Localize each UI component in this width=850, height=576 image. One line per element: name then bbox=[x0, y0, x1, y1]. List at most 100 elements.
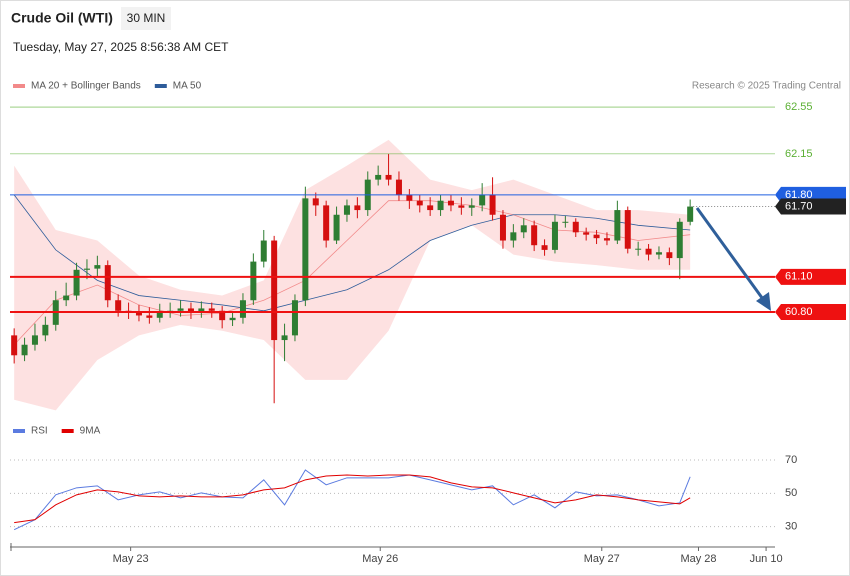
candle-body bbox=[156, 311, 163, 318]
legend-label: MA 50 bbox=[173, 81, 202, 92]
ma-line bbox=[13, 194, 691, 312]
candle-body bbox=[323, 205, 330, 241]
x-tick-label: May 27 bbox=[584, 553, 620, 565]
level-label: 60.80 bbox=[785, 306, 813, 318]
candle-body bbox=[208, 308, 215, 311]
level-label: 61.10 bbox=[785, 271, 813, 283]
candle-body bbox=[333, 214, 340, 241]
candle-body bbox=[21, 344, 28, 356]
candle-body bbox=[635, 248, 642, 250]
candle-body bbox=[146, 315, 153, 318]
bollinger-band bbox=[14, 139, 691, 411]
level-tag bbox=[775, 198, 846, 215]
candle-body bbox=[11, 335, 18, 356]
candle-body bbox=[583, 232, 590, 235]
level-tag bbox=[775, 303, 846, 320]
legend-label: MA 20 + Bollinger Bands bbox=[31, 81, 141, 92]
forecast-arrow-head bbox=[756, 292, 771, 311]
plot: MA 20 + Bollinger Bands MA 50 62.55 62.15 61… bbox=[10, 81, 846, 565]
level-label: 62.15 bbox=[785, 148, 813, 160]
y-tick-label: 30 bbox=[785, 521, 797, 533]
candle-body bbox=[177, 308, 184, 311]
candle-body bbox=[614, 210, 621, 241]
source: Research © 2025 Trading Central bbox=[692, 81, 841, 92]
candle-body bbox=[437, 200, 444, 211]
candle-body bbox=[551, 221, 558, 250]
candle-body bbox=[42, 324, 49, 336]
candle-body bbox=[281, 335, 288, 341]
candle-body bbox=[562, 221, 569, 223]
candle-body bbox=[260, 240, 267, 262]
candle-body bbox=[447, 200, 454, 206]
candle-body bbox=[603, 238, 610, 241]
candle-body bbox=[312, 198, 319, 206]
forecast-arrow bbox=[695, 207, 767, 303]
x-tick-label: May 23 bbox=[113, 553, 149, 565]
candle-body bbox=[666, 252, 673, 259]
candle-body bbox=[187, 308, 194, 312]
candle-body bbox=[645, 248, 652, 255]
x-tick-label: Jun 10 bbox=[750, 553, 783, 565]
candle-body bbox=[406, 194, 413, 201]
candle-body bbox=[593, 234, 600, 239]
candle-body bbox=[531, 225, 538, 246]
candle-body bbox=[687, 206, 694, 222]
rsi-line bbox=[14, 474, 691, 524]
candle-body bbox=[385, 174, 392, 180]
candle-body bbox=[31, 335, 38, 345]
legend-swatch bbox=[61, 429, 74, 433]
candle-body bbox=[104, 265, 111, 301]
candle-body bbox=[135, 311, 142, 316]
candle-body bbox=[63, 295, 70, 301]
candle-body bbox=[427, 205, 434, 211]
candle-body bbox=[375, 174, 382, 180]
legend-swatch bbox=[154, 84, 167, 88]
candle-body bbox=[94, 265, 101, 269]
candle-body bbox=[395, 179, 402, 195]
candle-body bbox=[229, 317, 236, 321]
y-tick-label: 50 bbox=[785, 487, 797, 499]
x-tick-label: May 28 bbox=[680, 553, 716, 565]
candle-body bbox=[291, 300, 298, 336]
candle-body bbox=[115, 300, 122, 311]
candle-body bbox=[354, 205, 361, 211]
legend-label: RSI bbox=[31, 426, 48, 437]
candle-body bbox=[83, 268, 90, 270]
candle-body bbox=[468, 205, 475, 208]
candle-body bbox=[239, 300, 246, 318]
interval-box bbox=[121, 7, 171, 30]
chart-title: Crude Oil (WTI) bbox=[11, 10, 113, 26]
candle-body bbox=[302, 198, 309, 301]
candle-body bbox=[198, 308, 205, 312]
candle-body bbox=[655, 252, 662, 255]
legend-swatch bbox=[13, 429, 25, 433]
candle-body bbox=[416, 200, 423, 206]
subtitle: Tuesday, May 27, 2025 8:56:38 AM CET bbox=[13, 40, 229, 54]
candle-body bbox=[510, 232, 517, 241]
candle-body bbox=[250, 261, 257, 301]
x-tick-label: May 26 bbox=[362, 553, 398, 565]
candle-body bbox=[458, 205, 465, 208]
candle-body bbox=[73, 269, 80, 296]
candle-body bbox=[343, 205, 350, 215]
candle-body bbox=[489, 194, 496, 215]
candle-body bbox=[219, 310, 226, 321]
level-tag bbox=[775, 268, 846, 285]
level-label: 62.55 bbox=[785, 101, 813, 113]
candle-body bbox=[271, 240, 278, 341]
interval: 30 MIN bbox=[127, 11, 166, 25]
candle-body bbox=[676, 221, 683, 259]
legend-swatch bbox=[13, 84, 25, 88]
level-label: 61.70 bbox=[785, 200, 813, 212]
candle-body bbox=[541, 245, 548, 250]
rsi-line bbox=[13, 469, 691, 531]
legend-label: 9MA bbox=[80, 426, 101, 437]
ma-line bbox=[13, 200, 691, 346]
candle-body bbox=[572, 221, 579, 233]
y-tick-label: 70 bbox=[785, 454, 797, 466]
candle-body bbox=[520, 225, 527, 233]
candle-body bbox=[499, 214, 506, 241]
level-label: 61.80 bbox=[785, 189, 813, 201]
candle-body bbox=[624, 210, 631, 249]
